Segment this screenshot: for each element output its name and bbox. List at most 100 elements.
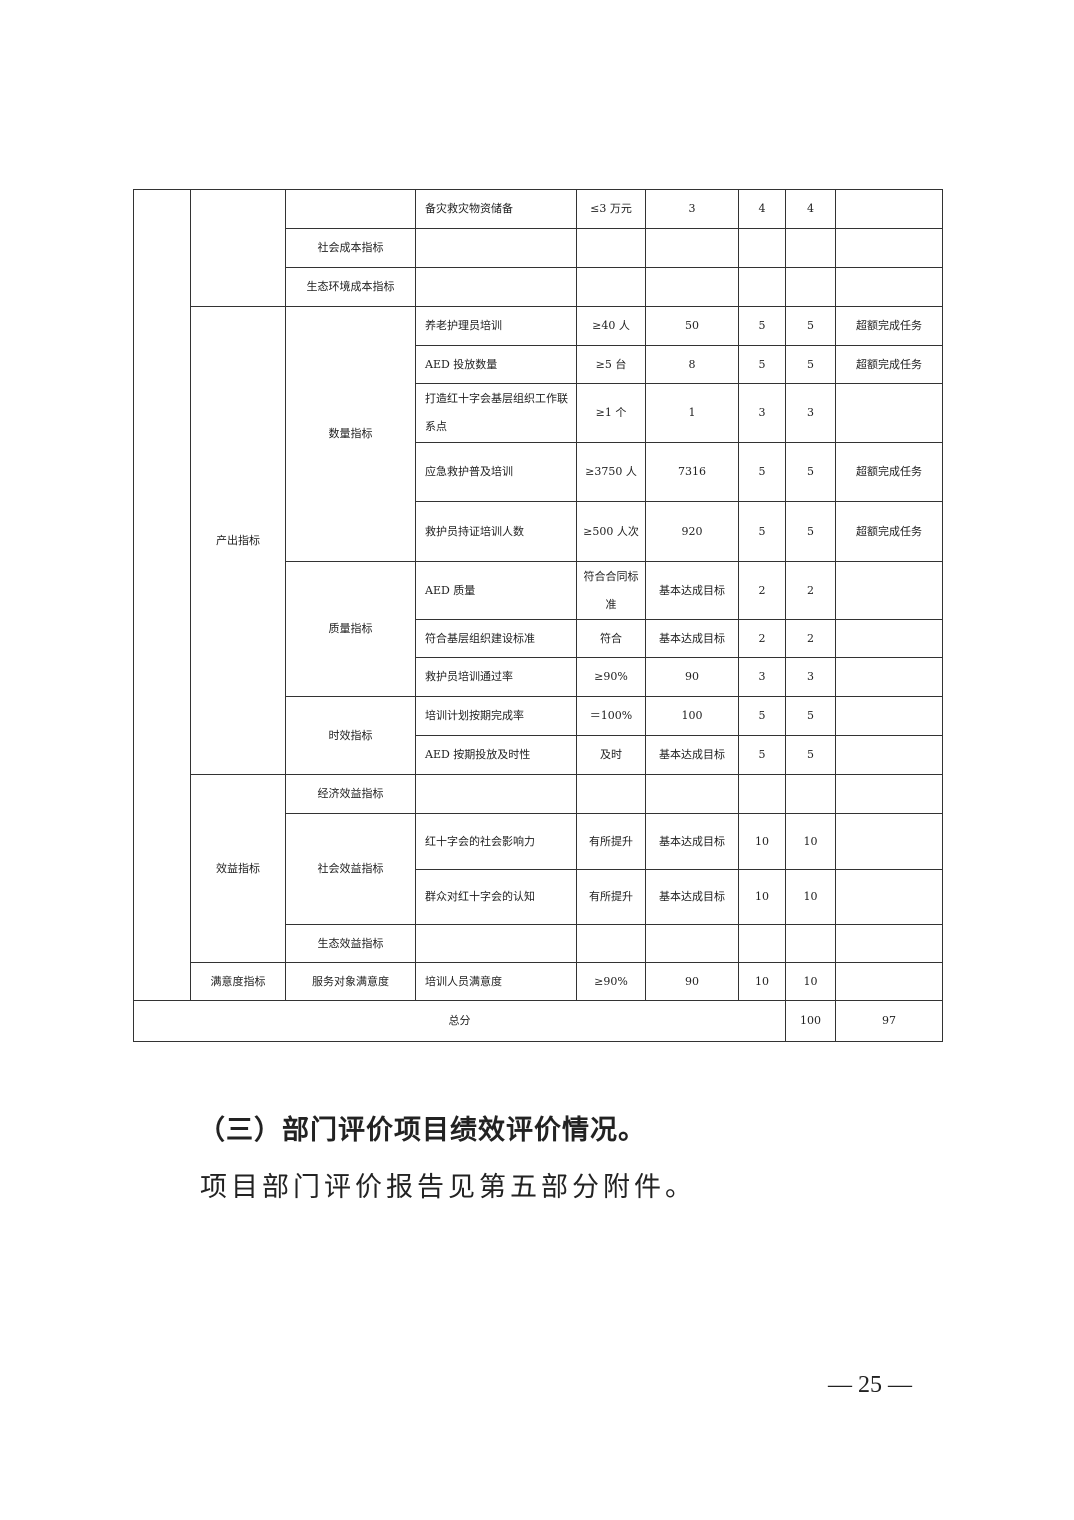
table-row: 产出指标 数量指标 养老护理员培训 ≥40 人 50 5 5 超额完成任务 <box>134 306 943 775</box>
table-cell <box>576 228 646 268</box>
table-cell: 红十字会的社会影响力 <box>415 813 577 870</box>
table-cell: 10 <box>738 813 786 870</box>
table-cell: 2 <box>738 561 786 620</box>
table-cell: 100 <box>785 1000 836 1042</box>
table-cell: ≥1 个 <box>576 383 646 443</box>
table-row: 总分 100 97 <box>133 1000 943 1042</box>
table-cell: 有所提升 <box>576 869 646 925</box>
table-cell <box>576 774 646 814</box>
table-cell: ≥90% <box>576 657 646 697</box>
table-cell: 质量指标 <box>285 561 416 697</box>
table-cell: 10 <box>785 869 836 925</box>
table-cell <box>785 924 836 963</box>
table-cell: ≥90% <box>576 962 646 1001</box>
table-cell: 100 <box>645 696 739 736</box>
table-cell: 产出指标 <box>190 306 286 775</box>
table-cell: 群众对红十字会的认知 <box>415 869 577 925</box>
table-cell <box>645 924 739 963</box>
table-cell: 培训计划按期完成率 <box>415 696 577 736</box>
table-cell: 社会效益指标 <box>285 813 416 925</box>
table-row: 时效指标 培训计划按期完成率 ＝100% 100 5 5 <box>134 696 943 775</box>
page-number: — 25 — <box>828 1372 912 1398</box>
table-cell <box>738 924 786 963</box>
table-cell: 5 <box>785 345 836 384</box>
table-row: 救护员持证培训人数 ≥500 人次 920 5 5 超额完成任务 <box>134 501 943 562</box>
table-cell: ≥3750 人 <box>576 442 646 502</box>
table-cell <box>415 267 577 307</box>
table-row: AED 投放数量 ≥5 台 8 5 5 超额完成任务 <box>134 345 943 384</box>
table-cell: 5 <box>785 696 836 736</box>
table-cell: 培训人员满意度 <box>415 962 577 1001</box>
table-row: 符合基层组织建设标准 符合 基本达成目标 2 2 <box>134 619 943 658</box>
table-cell: 基本达成目标 <box>645 735 739 775</box>
table-cell: 920 <box>645 501 739 562</box>
table-cell <box>576 924 646 963</box>
table-cell: ≤3 万元 <box>576 189 646 229</box>
section-heading: （三）部门评价项目绩效评价情况。 <box>198 1115 646 1146</box>
table-row: 社会效益指标 红十字会的社会影响力 有所提升 基本达成目标 10 10 <box>134 813 943 925</box>
table-cell: 5 <box>785 442 836 502</box>
table-cell: 90 <box>645 657 739 697</box>
table-cell: 基本达成目标 <box>645 869 739 925</box>
table-row: 备灾救灾物资储备 ≤3 万元 3 4 4 <box>133 189 943 1001</box>
table-cell: 2 <box>785 561 836 620</box>
table-cell <box>785 267 836 307</box>
table-cell <box>785 774 836 814</box>
table-cell <box>835 869 943 925</box>
table-cell: 4 <box>738 189 786 229</box>
table-cell <box>835 228 943 268</box>
table-row: 救护员培训通过率 ≥90% 90 3 3 <box>134 657 943 697</box>
table-cell: 90 <box>645 962 739 1001</box>
table-cell: 社会成本指标 <box>285 228 416 268</box>
table-cell: 3 <box>738 657 786 697</box>
table-cell: 总分 <box>133 1000 786 1042</box>
table-cell: 满意度指标 <box>190 962 286 1001</box>
table-cell <box>576 267 646 307</box>
table-cell: 2 <box>785 619 836 658</box>
table-cell: 3 <box>785 657 836 697</box>
table-cell <box>835 924 943 963</box>
table-cell <box>133 189 191 1001</box>
table-cell: 5 <box>738 501 786 562</box>
table-cell: 3 <box>738 383 786 443</box>
table-cell <box>835 619 943 658</box>
table-cell: 5 <box>738 306 786 346</box>
table-cell: 应急救护普及培训 <box>415 442 577 502</box>
table-cell: 3 <box>645 189 739 229</box>
table-cell: 4 <box>785 189 836 229</box>
table-cell: 8 <box>645 345 739 384</box>
table-cell: 5 <box>785 735 836 775</box>
table-cell: 超额完成任务 <box>835 306 943 346</box>
table-cell: 生态效益指标 <box>285 924 416 963</box>
table-cell <box>835 735 943 775</box>
table-cell: 7316 <box>645 442 739 502</box>
table-cell: 有所提升 <box>576 813 646 870</box>
table-cell: AED 按期投放及时性 <box>415 735 577 775</box>
table-cell: 5 <box>785 306 836 346</box>
table-cell: 经济效益指标 <box>285 774 416 814</box>
table-cell <box>285 189 416 229</box>
table-cell: 符合合同标准 <box>576 561 646 620</box>
table-cell: 5 <box>738 345 786 384</box>
table-row: 满意度指标 服务对象满意度 培训人员满意度 ≥90% 90 10 10 <box>134 962 943 1001</box>
table-cell: 3 <box>785 383 836 443</box>
table-cell <box>645 228 739 268</box>
table-cell: 10 <box>738 962 786 1001</box>
table-cell: 及时 <box>576 735 646 775</box>
table-cell <box>738 267 786 307</box>
table-cell: ＝100% <box>576 696 646 736</box>
table-cell: 效益指标 <box>190 774 286 963</box>
table-cell <box>415 228 577 268</box>
table-cell <box>645 267 739 307</box>
table-cell <box>835 561 943 620</box>
table-cell <box>835 696 943 736</box>
table-row: 群众对红十字会的认知 有所提升 基本达成目标 10 10 <box>134 869 943 925</box>
table-cell: 5 <box>738 735 786 775</box>
table-cell: 10 <box>738 869 786 925</box>
table-cell: AED 质量 <box>415 561 577 620</box>
table-cell: 5 <box>738 696 786 736</box>
table-row: 效益指标 经济效益指标 <box>134 774 943 963</box>
table-cell: 超额完成任务 <box>835 442 943 502</box>
table-cell <box>835 383 943 443</box>
